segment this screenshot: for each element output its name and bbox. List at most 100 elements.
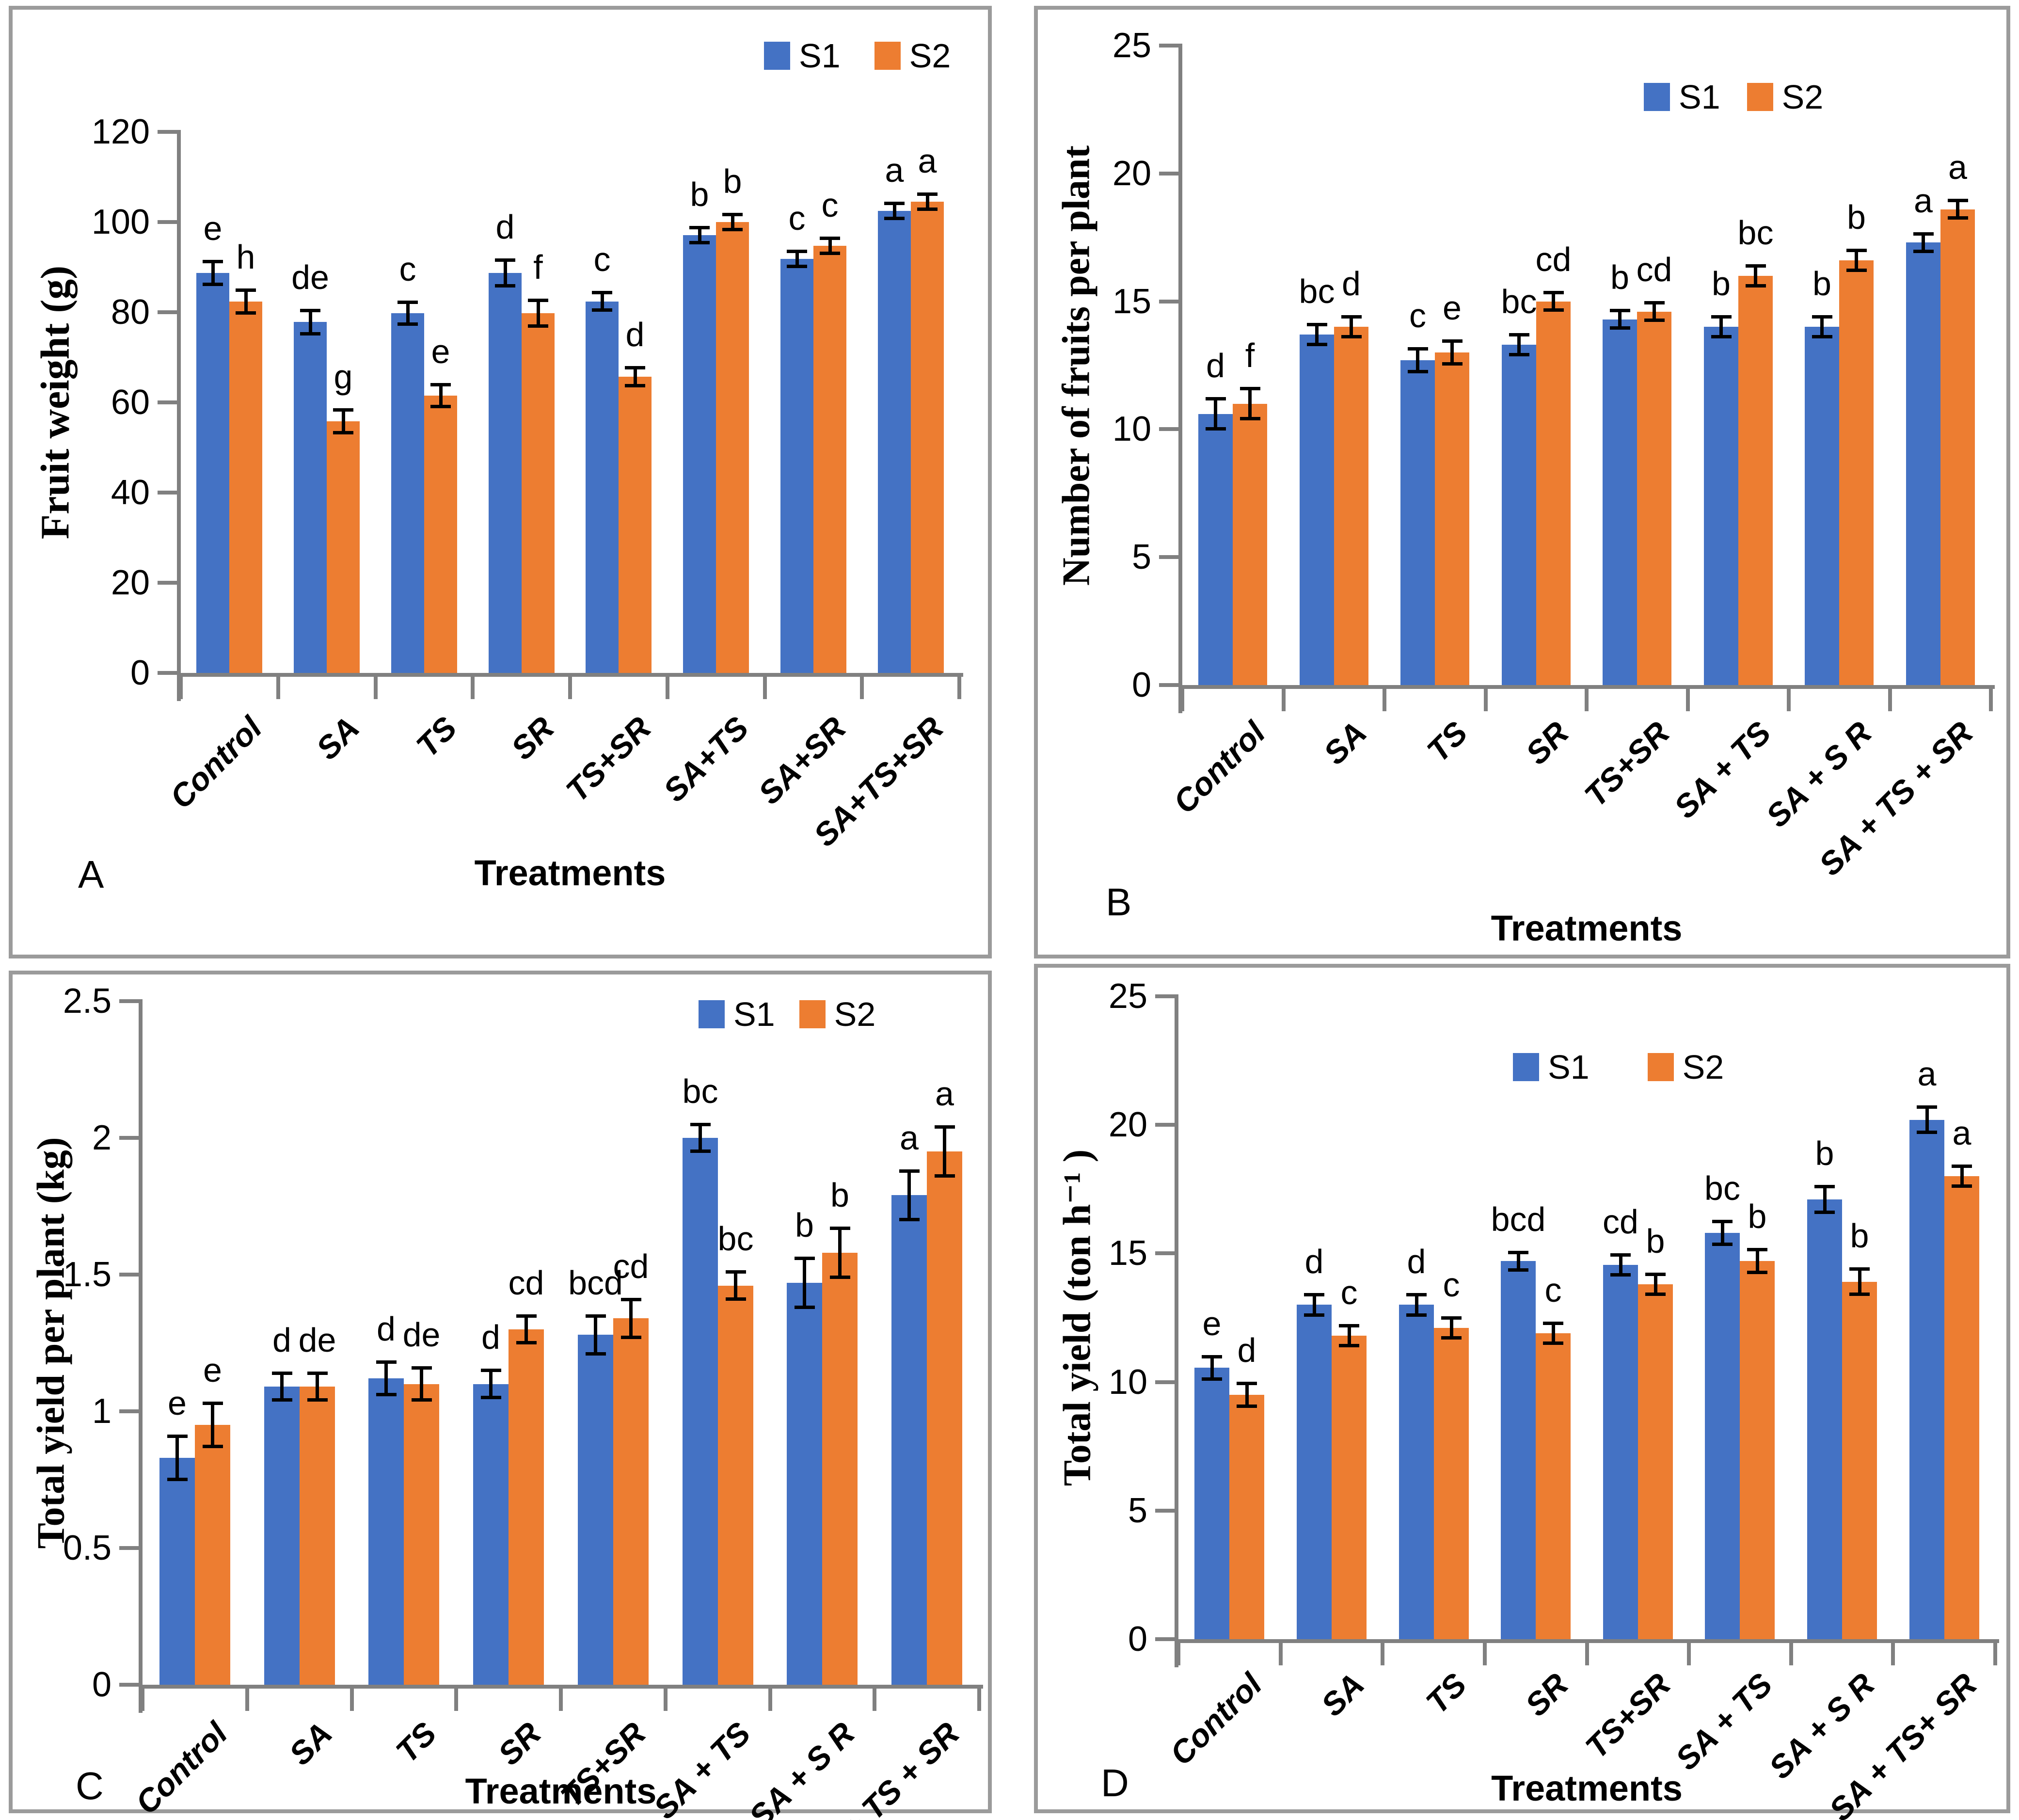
error-bar-line (439, 384, 443, 407)
bar-s1-cat7 (891, 1195, 927, 1685)
error-bar-cap-top (787, 250, 807, 254)
x-axis-tick (374, 677, 378, 699)
error-bar-cap-top (376, 1360, 397, 1364)
x-axis-tick (1483, 1643, 1487, 1665)
sig-letter: de (402, 1315, 441, 1354)
panel-a: Fruit weight (g) 0 20 40 60 80 100 120 e h Control… (9, 6, 992, 958)
legend-item-s2: S2 (1747, 78, 1823, 116)
x-tick-label: Control (128, 1715, 234, 1820)
error-bar-cap-top (1509, 333, 1529, 337)
sig-letter: b (1812, 265, 1831, 303)
sig-letter: d (377, 1310, 396, 1348)
error-bar-line (1552, 292, 1555, 311)
sig-letter: cd (508, 1263, 544, 1302)
y-tick-label: 100 (91, 203, 150, 241)
error-bar-cap-bottom (333, 431, 353, 435)
y-axis-tick (158, 220, 177, 224)
error-bar-line (600, 292, 604, 311)
sig-letter: b (1748, 1197, 1767, 1236)
x-axis-line (139, 1685, 983, 1689)
error-bar-cap-bottom (592, 308, 612, 312)
error-bar-line (308, 310, 312, 334)
y-axis-tick (158, 671, 177, 675)
error-bar-cap-bottom (1508, 1268, 1528, 1272)
error-bar-cap-bottom (722, 227, 743, 231)
error-bar-line (1820, 317, 1824, 337)
y-axis-tick (1159, 683, 1178, 687)
error-bar-cap-top (1339, 1324, 1359, 1327)
sig-letter: b (1847, 198, 1866, 237)
x-axis-tick (350, 1689, 354, 1711)
bar-s1-cat1 (264, 1387, 300, 1685)
sig-letter: d (1342, 265, 1361, 303)
error-bar-cap-top (1814, 1185, 1835, 1189)
bar-s1-cat4 (1603, 1265, 1638, 1639)
x-axis-tick (179, 677, 183, 699)
x-axis-tick (245, 1689, 249, 1711)
sig-letter: f (1245, 336, 1255, 374)
error-bar-line (244, 289, 248, 313)
bar-s2-cat0 (229, 302, 262, 673)
sig-letter: b (1610, 258, 1629, 297)
error-bar-cap-bottom (516, 1341, 537, 1344)
bar-s2-cat7 (1940, 209, 1975, 685)
bar-s1-cat5 (683, 1138, 718, 1685)
bar-s2-cat3 (509, 1329, 544, 1685)
bar-s2-cat2 (1434, 1328, 1469, 1639)
y-tick-label: 15 (1108, 1234, 1147, 1273)
bar-s1-cat1 (294, 322, 327, 673)
error-bar-line (1312, 1294, 1316, 1315)
y-tick-label: 2.5 (63, 982, 111, 1021)
error-bar-line (1315, 324, 1319, 345)
error-bar-line (420, 1367, 423, 1401)
bar-s1-cat2 (1399, 1305, 1434, 1639)
y-axis-title: Total yield (ton h⁻¹ ) (1056, 1149, 1099, 1486)
error-bar-cap-bottom (1407, 369, 1428, 373)
x-axis-tick (957, 677, 961, 699)
sig-letter: b (795, 1206, 814, 1245)
error-bar-cap-top (1543, 291, 1564, 295)
bar-s1-cat4 (1603, 319, 1637, 685)
error-bar-cap-top (1846, 249, 1867, 253)
error-bar-cap-top (820, 237, 840, 240)
y-tick-label: 10 (1108, 1362, 1147, 1402)
bar-s1-cat7 (1909, 1120, 1944, 1639)
panel-b: Number of fruits per plant 0 5 10 15 20 25 d f Co… (1034, 6, 2010, 958)
sig-letter: cd (1636, 251, 1672, 289)
sig-letter: c (1544, 1271, 1562, 1309)
error-bar-line (1248, 388, 1252, 419)
sig-letter: c (1443, 1266, 1460, 1304)
legend-label: S2 (1682, 1048, 1724, 1086)
legend-item-s2: S2 (874, 36, 951, 75)
legend-swatch-s2 (799, 1000, 826, 1028)
sig-letter: g (334, 357, 353, 396)
error-bar-cap-bottom (820, 252, 840, 255)
error-bar-cap-top (1644, 301, 1665, 305)
sig-letter: b (723, 162, 742, 201)
error-bar-cap-top (689, 226, 710, 230)
y-axis-tick (119, 1683, 139, 1687)
y-tick-label: 0 (130, 654, 150, 692)
y-axis-tick (1155, 1251, 1175, 1256)
y-axis-tick (1155, 994, 1175, 998)
error-bar-cap-top (430, 383, 451, 386)
bar-s1-cat0 (1194, 1368, 1229, 1639)
error-bar-line (629, 1299, 633, 1338)
error-bar-line (1719, 317, 1723, 337)
y-tick-label: 25 (1112, 26, 1151, 65)
error-bar-cap-bottom (1609, 326, 1630, 330)
bar-s1-cat5 (683, 235, 716, 673)
sig-letter: a (1952, 1114, 1971, 1152)
bar-s2-cat1 (1332, 1336, 1367, 1639)
error-bar-cap-bottom (1205, 427, 1226, 431)
error-bar-cap-top (1341, 315, 1362, 319)
error-bar-cap-top (794, 1257, 815, 1261)
error-bar-cap-top (1712, 1220, 1733, 1224)
sig-letter: bc (1299, 272, 1335, 311)
bar-s2-cat6 (1842, 1282, 1877, 1639)
error-bar-line (1653, 303, 1656, 321)
x-axis-tick (768, 1689, 772, 1711)
bar-s1-cat7 (878, 211, 911, 673)
bar-s1-cat0 (159, 1458, 195, 1685)
y-axis-tick (158, 400, 177, 404)
